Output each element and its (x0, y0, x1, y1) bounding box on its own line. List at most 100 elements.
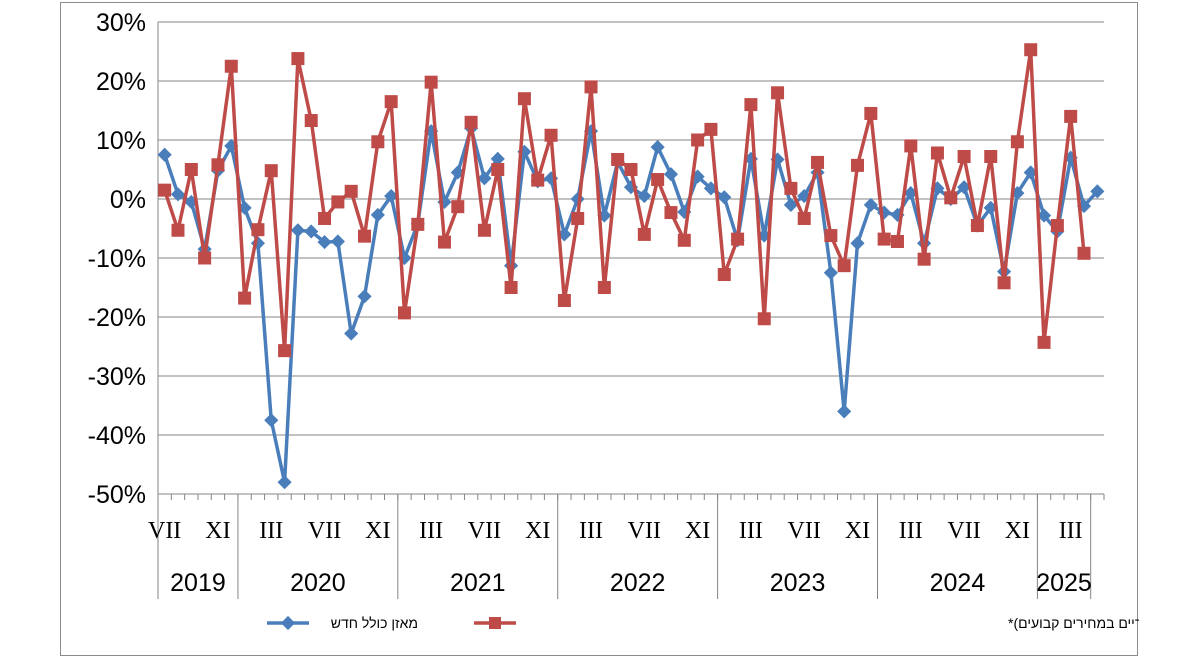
x-tick-label: VII (788, 518, 821, 544)
data-point-square (1064, 109, 1078, 123)
data-point-diamond (157, 147, 172, 162)
data-point-square (451, 200, 465, 214)
data-point-square (757, 312, 771, 326)
data-point-square (424, 75, 438, 89)
data-point-square (611, 152, 625, 166)
year-label: 2019 (170, 569, 226, 597)
data-point-square (637, 227, 651, 241)
data-point-square (970, 219, 984, 233)
data-point-square (664, 206, 678, 220)
data-point-diamond (663, 167, 679, 182)
line-chart: 30% 20% 10% 0% -10% -20% -30% -40% -50% VII XI III… (88, 9, 1139, 631)
data-point-square (477, 223, 491, 237)
data-point-square (198, 251, 212, 265)
x-tick-label: VII (947, 518, 980, 544)
data-point-square (811, 155, 825, 169)
data-point-diamond (304, 224, 319, 239)
data-point-square (397, 306, 411, 320)
data-point-diamond (823, 265, 838, 280)
data-point-square (651, 173, 665, 187)
data-point-diamond (330, 234, 345, 249)
data-point-square (784, 181, 798, 195)
x-tick-label: III (899, 518, 923, 544)
data-point-diamond (637, 188, 652, 204)
x-axis-month-labels: VII XI III VII XI III VII XI III VII XI III VII XI III… (148, 518, 1083, 544)
legend-marker-square (489, 617, 501, 629)
data-point-diamond (290, 223, 305, 238)
x-tick-label: XI (845, 518, 870, 544)
data-point-square (291, 52, 305, 66)
data-point-diamond (477, 171, 492, 186)
data-point-square (1077, 246, 1091, 260)
data-point-diamond (1090, 184, 1105, 199)
legend-marker-diamond (280, 615, 296, 631)
data-point-square (677, 233, 691, 247)
y-tick-label: -40% (88, 422, 146, 450)
data-point-square (238, 291, 252, 305)
series-revenue-index-change (158, 43, 1091, 358)
data-point-diamond (357, 289, 372, 304)
series-line (162, 47, 1086, 353)
data-point-diamond (863, 197, 878, 212)
data-point-diamond (837, 404, 852, 419)
y-tick-label: 30% (96, 9, 146, 37)
x-tick-label: III (419, 518, 443, 544)
data-point-square (224, 59, 238, 73)
y-tick-label: -10% (88, 245, 146, 273)
year-label: 2021 (450, 569, 506, 597)
data-point-square (464, 115, 478, 129)
data-point-diamond (264, 413, 279, 428)
data-point-square (624, 163, 638, 176)
data-point-square (731, 232, 745, 246)
data-point-square (744, 98, 758, 112)
x-tick-label: III (579, 518, 603, 544)
data-point-diamond (717, 190, 732, 205)
data-point-diamond (344, 326, 359, 341)
y-tick-label: 10% (96, 127, 146, 155)
data-point-square (384, 95, 398, 109)
x-tick-label: XI (365, 518, 390, 544)
data-point-diamond (277, 475, 292, 490)
data-point-square (1024, 43, 1038, 57)
data-point-diamond (1036, 208, 1052, 223)
data-point-square (344, 184, 358, 198)
legend-entry-revenue-index-change: השינוי במדד הפדיון לכלל ענפי המשק (נתוני… (474, 615, 1139, 631)
data-point-square (944, 191, 958, 205)
data-point-square (851, 158, 865, 172)
legend-label-revenue-index-change: השינוי במדד הפדיון לכלל ענפי המשק (נתוני… (1008, 615, 1139, 631)
data-point-diamond (650, 140, 665, 155)
axes (157, 22, 1105, 599)
data-point-diamond (317, 234, 332, 250)
data-point-square (318, 211, 332, 225)
data-point-square (517, 92, 531, 106)
data-point-square (571, 211, 585, 225)
data-point-square (890, 234, 904, 248)
data-point-square (184, 163, 198, 176)
x-tick-label: VII (308, 518, 341, 544)
data-point-square (917, 252, 931, 266)
x-tick-label: III (739, 518, 763, 544)
x-axis-year-labels: 2019 2020 2021 2022 2023 2024 2025 (170, 569, 1092, 597)
data-point-square (1037, 335, 1051, 349)
data-point-diamond (850, 236, 865, 251)
data-point-square (251, 223, 265, 237)
y-tick-label: 0% (110, 186, 146, 214)
data-point-square (1010, 135, 1024, 149)
data-point-square (491, 163, 505, 176)
x-tick-label: VII (628, 518, 661, 544)
data-point-square (824, 229, 838, 243)
year-label: 2023 (770, 569, 826, 597)
year-label: 2020 (290, 569, 346, 597)
data-point-square (437, 235, 451, 249)
data-point-square (797, 211, 811, 225)
y-axis-tick-labels: 30% 20% 10% 0% -10% -20% -30% -40% -50% (88, 9, 146, 509)
data-point-square (877, 232, 891, 246)
data-point-square (584, 80, 598, 94)
x-tick-label: XI (525, 518, 550, 544)
data-point-square (837, 259, 851, 273)
legend-label-overall-balance: מאזן כולל חדש (331, 615, 418, 631)
data-point-square (984, 150, 998, 164)
data-point-diamond (384, 188, 399, 204)
x-tick-label: VII (468, 518, 501, 544)
data-point-diamond (490, 151, 505, 166)
